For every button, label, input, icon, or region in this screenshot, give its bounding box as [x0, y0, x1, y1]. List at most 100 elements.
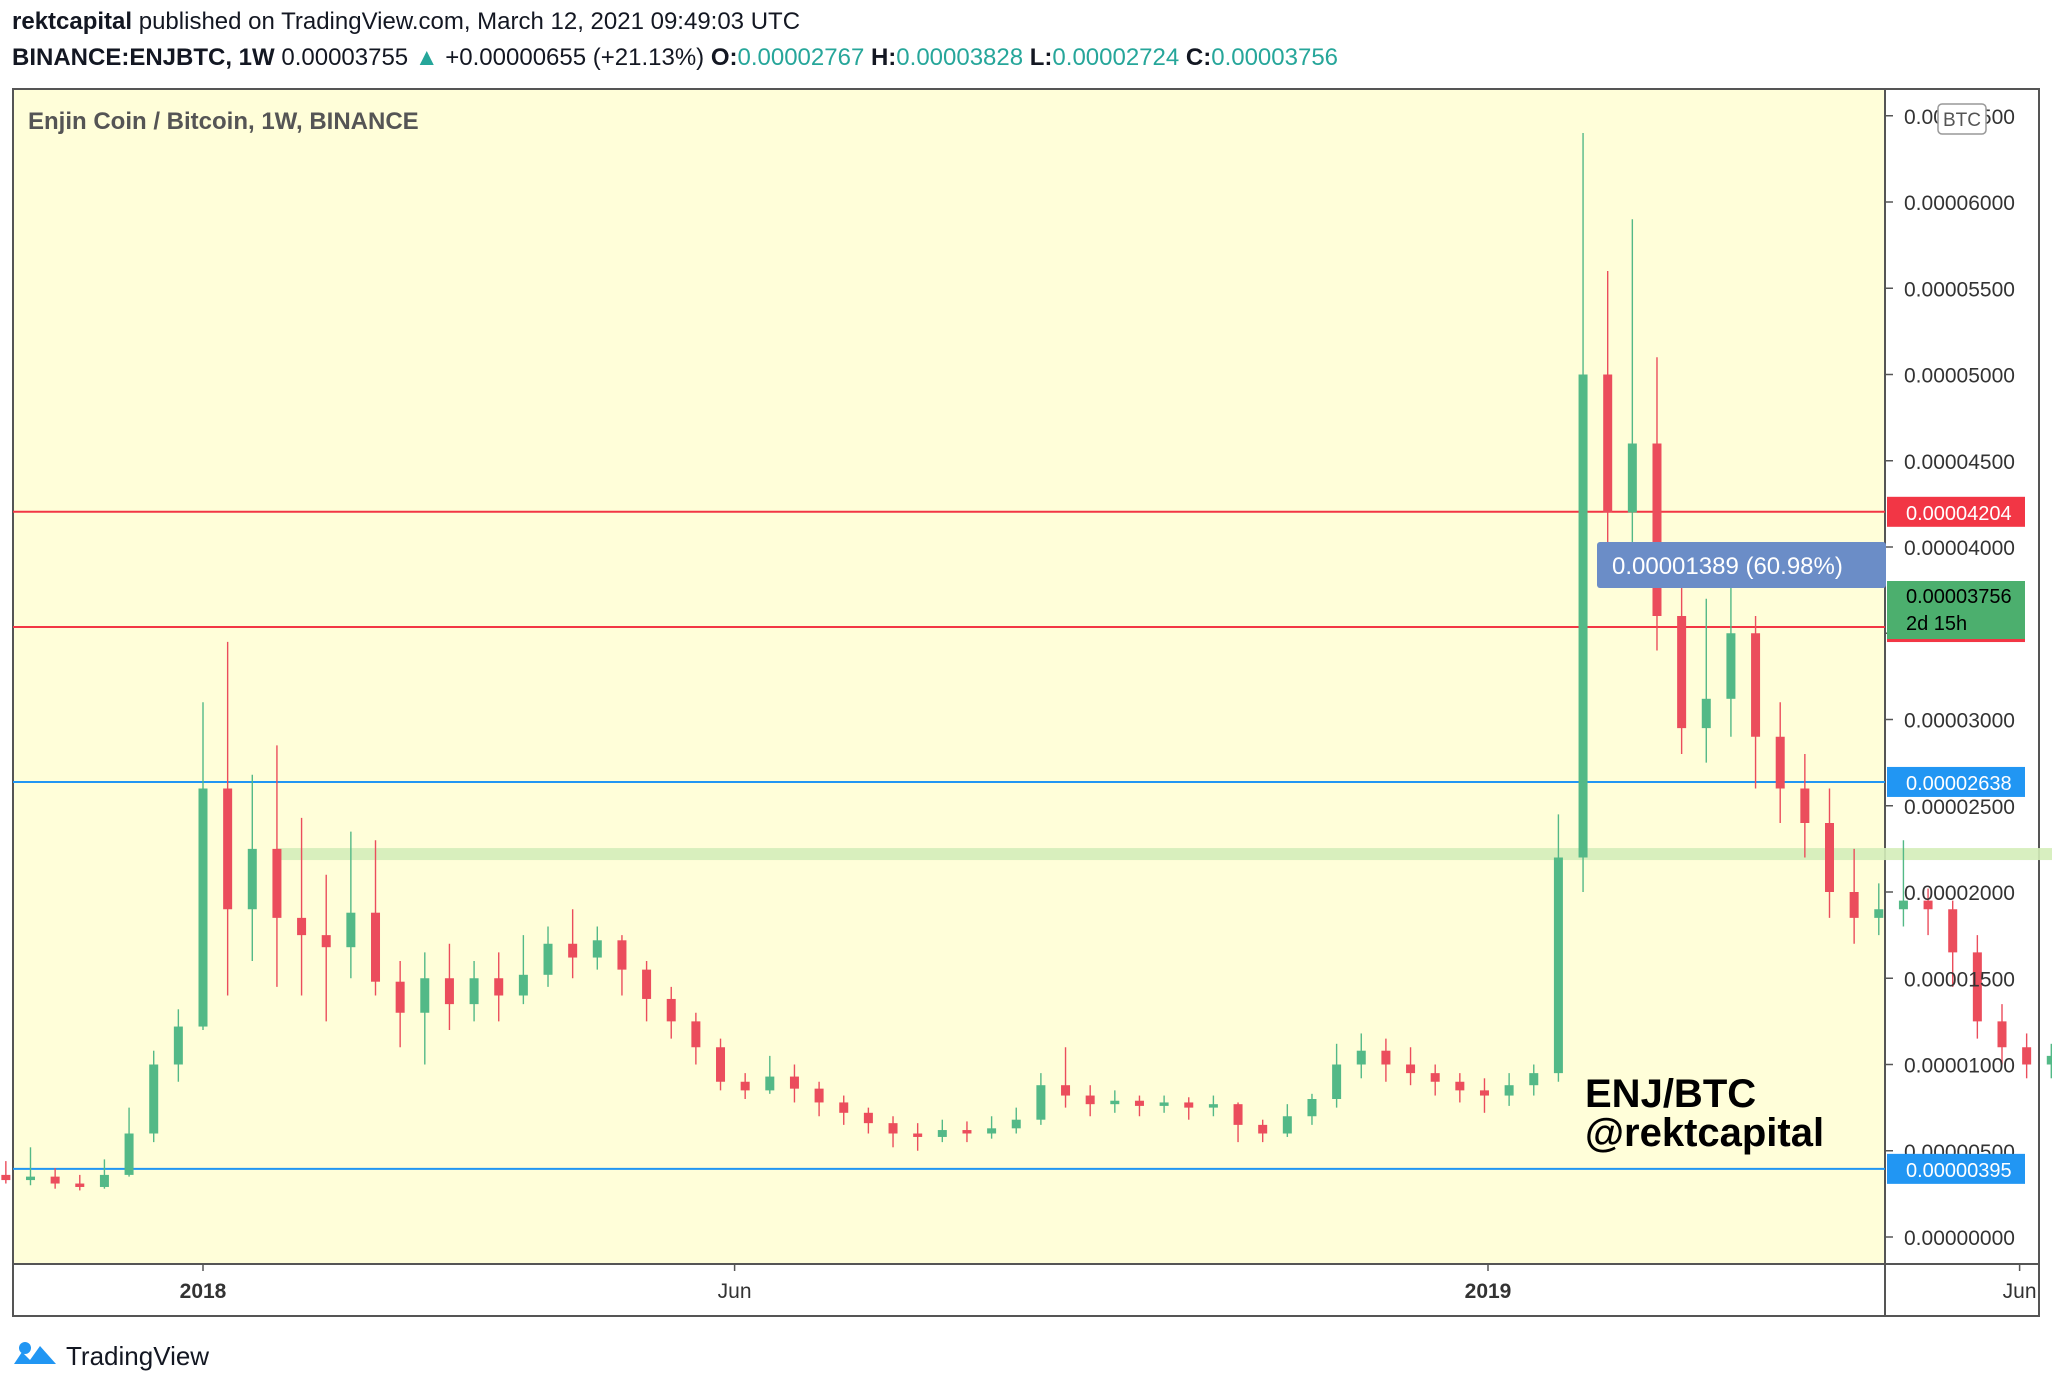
candle-2018-12-03[interactable] [1381, 1038, 1391, 1082]
candle-2018-10-29[interactable] [1258, 1119, 1268, 1143]
candle-2018-06-18[interactable] [789, 1064, 799, 1103]
candle-body [740, 1081, 750, 1091]
candle-2018-04-09[interactable] [543, 926, 553, 987]
candle-2019-05-20[interactable] [1972, 935, 1982, 1039]
candle-2018-01-22[interactable] [272, 745, 282, 987]
candle-2018-08-13[interactable] [987, 1116, 997, 1139]
candle-2018-12-17[interactable] [1430, 1064, 1440, 1096]
candle-2019-02-04[interactable] [1603, 271, 1613, 547]
candle-2018-02-05[interactable] [321, 874, 331, 1022]
candle-2018-05-14[interactable] [666, 986, 676, 1039]
candle-2018-08-20[interactable] [1011, 1107, 1021, 1134]
candle-2017-11-13[interactable] [25, 1147, 35, 1186]
candle-2019-06-10[interactable] [2046, 1043, 2052, 1079]
candle-2019-03-18[interactable] [1751, 616, 1761, 789]
candle-2018-05-07[interactable] [642, 961, 652, 1022]
candle-2018-07-02[interactable] [839, 1095, 849, 1125]
candle-2018-10-15[interactable] [1208, 1095, 1218, 1117]
candle-2018-03-05[interactable] [420, 952, 430, 1065]
candle-2019-03-04[interactable] [1701, 598, 1711, 763]
candle-2017-12-04[interactable] [99, 1159, 109, 1189]
candle-2018-01-29[interactable] [297, 817, 307, 996]
candle-2018-09-17[interactable] [1110, 1090, 1120, 1113]
currency-badge[interactable] [1937, 103, 1987, 135]
candle-body [469, 978, 479, 1005]
candle-2019-02-25[interactable] [1677, 581, 1687, 755]
candle-2017-12-11[interactable] [124, 1107, 134, 1177]
candle-2017-11-20[interactable] [50, 1168, 60, 1189]
candle-2018-01-15[interactable] [247, 774, 257, 961]
candle-2018-02-12[interactable] [346, 831, 356, 979]
candle-2018-12-24[interactable] [1455, 1073, 1465, 1103]
candle-2018-05-28[interactable] [716, 1038, 726, 1091]
candle-2018-06-25[interactable] [814, 1081, 824, 1117]
footer-brand[interactable]: TradingView [12, 1340, 209, 1373]
candle-2019-04-08[interactable] [1824, 788, 1834, 918]
candle-2018-04-30[interactable] [617, 935, 627, 996]
candle-2019-04-22[interactable] [1874, 883, 1884, 936]
candle-2018-12-31[interactable] [1479, 1078, 1489, 1113]
candle-2017-12-25[interactable] [173, 1009, 183, 1082]
plot-area[interactable] [12, 88, 1886, 1265]
candle-2018-07-23[interactable] [913, 1123, 923, 1151]
y-tick-label-0.00004000: 0.00004000 [1904, 537, 2015, 560]
candle-2019-06-03[interactable] [2022, 1033, 2032, 1079]
candle-2019-01-21[interactable] [1553, 814, 1563, 1082]
candle-2018-07-30[interactable] [937, 1119, 947, 1143]
price-axis[interactable] [1884, 88, 2040, 1265]
candle-2018-01-01[interactable] [198, 702, 208, 1030]
candle-2018-03-12[interactable] [444, 943, 454, 1030]
candle-2018-09-24[interactable] [1134, 1095, 1144, 1117]
candle-2018-06-04[interactable] [740, 1073, 750, 1099]
candle-2019-01-14[interactable] [1529, 1064, 1539, 1096]
candle-2018-04-23[interactable] [592, 926, 602, 970]
candle-2017-11-06[interactable] [1, 1161, 11, 1184]
candle-2018-11-19[interactable] [1332, 1043, 1342, 1108]
candle-2017-12-18[interactable] [149, 1050, 159, 1143]
candle-2018-07-09[interactable] [863, 1107, 873, 1134]
candle-2018-02-26[interactable] [395, 961, 405, 1048]
candle-2019-05-27[interactable] [1997, 1004, 2007, 1065]
time-axis[interactable] [12, 1263, 2040, 1317]
support-zone[interactable] [276, 848, 2052, 861]
candle-2018-04-02[interactable] [518, 935, 528, 1005]
candle-2018-11-05[interactable] [1282, 1104, 1292, 1137]
candle-2018-02-19[interactable] [371, 840, 381, 996]
candle-2018-08-06[interactable] [962, 1121, 972, 1143]
author-name[interactable]: rektcapital [12, 8, 133, 35]
candle-2018-07-16[interactable] [888, 1116, 898, 1148]
candle-2017-11-27[interactable] [75, 1174, 85, 1191]
candle-2019-02-18[interactable] [1652, 357, 1662, 651]
candle-2019-05-06[interactable] [1923, 888, 1933, 936]
candle-2018-12-10[interactable] [1406, 1047, 1416, 1086]
candle-2018-04-16[interactable] [568, 909, 578, 979]
candle-2018-06-11[interactable] [765, 1055, 775, 1094]
candle-body [1110, 1100, 1120, 1105]
candle-2019-04-29[interactable] [1898, 840, 1908, 927]
candle-2019-01-28[interactable] [1578, 133, 1588, 892]
candle-2019-05-13[interactable] [1948, 900, 1958, 987]
candle-2018-10-01[interactable] [1159, 1095, 1169, 1113]
price-tag-text: 0.00002638 [1906, 773, 2012, 795]
candle-2018-03-19[interactable] [469, 961, 479, 1022]
high-label: H: [870, 44, 897, 71]
candle-2018-09-03[interactable] [1061, 1047, 1071, 1108]
candle-2018-08-27[interactable] [1036, 1073, 1046, 1125]
y-tick-label-0.00000000: 0.00000000 [1904, 1227, 2015, 1250]
candle-2018-10-22[interactable] [1233, 1102, 1243, 1143]
candle-2018-09-10[interactable] [1085, 1085, 1095, 1117]
candle-2019-04-15[interactable] [1849, 848, 1859, 944]
candle-2018-03-26[interactable] [494, 952, 504, 1022]
candle-2018-10-08[interactable] [1184, 1097, 1194, 1120]
candle-2019-03-25[interactable] [1775, 702, 1785, 823]
candle-2019-02-11[interactable] [1627, 219, 1637, 547]
candle-2018-05-21[interactable] [691, 1012, 701, 1065]
measure-label-box[interactable] [1597, 542, 1886, 588]
candle-2019-01-07[interactable] [1504, 1073, 1514, 1106]
candle-2018-11-26[interactable] [1356, 1033, 1366, 1079]
candle-2019-04-01[interactable] [1800, 754, 1810, 858]
candle-2018-01-08[interactable] [223, 641, 233, 996]
price-tag-text: 0.00004204 [1906, 503, 2012, 525]
candle-2018-11-12[interactable] [1307, 1093, 1317, 1125]
